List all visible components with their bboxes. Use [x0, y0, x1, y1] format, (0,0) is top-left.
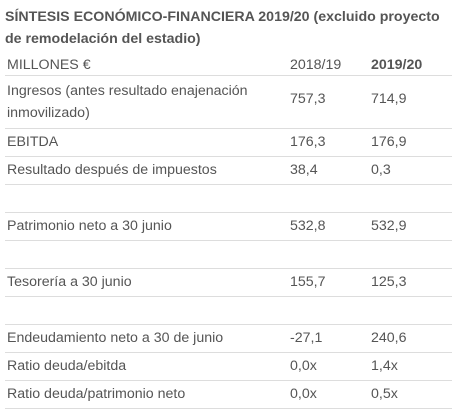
- row-value-2018-19: 176,3: [290, 134, 326, 150]
- spacer-row: [5, 241, 452, 269]
- row-value-2019-20: 125,3: [371, 274, 407, 290]
- header-year-2018-19: 2018/19: [290, 57, 342, 73]
- table-row: Ratio deuda/patrimonio neto 0,0x 0,5x: [5, 381, 452, 409]
- row-label: Ingresos (antes resultado enajenación in…: [7, 83, 248, 121]
- table-row: Ingresos (antes resultado enajenación in…: [5, 76, 452, 129]
- table-row: Patrimonio neto a 30 junio 532,8 532,9: [5, 213, 452, 241]
- row-value-2018-19: 757,3: [290, 91, 326, 107]
- row-value-2018-19: 38,4: [290, 162, 318, 178]
- row-label: Patrimonio neto a 30 junio: [7, 218, 172, 234]
- table-row: Tesorería a 30 junio 155,7 125,3: [5, 269, 452, 297]
- row-value-2019-20: 0,5x: [371, 386, 398, 402]
- row-label: Ratio deuda/ebitda: [7, 358, 127, 374]
- row-value-2019-20: 176,9: [371, 134, 407, 150]
- row-label: Resultado después de impuestos: [7, 162, 217, 178]
- table-row: Resultado después de impuestos 38,4 0,3: [5, 157, 452, 185]
- financial-table: MILLONES € 2018/19 2019/20 Ingresos (ant…: [5, 53, 452, 409]
- table-row: Endeudamiento neto a 30 de junio -27,1 2…: [5, 325, 452, 353]
- row-label: Tesorería a 30 junio: [7, 274, 132, 290]
- row-label: Endeudamiento neto a 30 de junio: [7, 330, 224, 346]
- row-value-2018-19: 532,8: [290, 218, 326, 234]
- table-title: SÍNTESIS ECONÓMICO-FINANCIERA 2019/20 (e…: [5, 9, 440, 47]
- row-value-2019-20: 714,9: [371, 91, 407, 107]
- row-value-2018-19: 0,0x: [290, 358, 317, 374]
- row-label: EBITDA: [7, 134, 59, 150]
- row-value-2018-19: 155,7: [290, 274, 326, 290]
- row-value-2019-20: 1,4x: [371, 358, 398, 374]
- table-row: EBITDA 176,3 176,9: [5, 129, 452, 157]
- row-value-2018-19: 0,0x: [290, 386, 317, 402]
- row-value-2019-20: 240,6: [371, 330, 407, 346]
- header-units: MILLONES €: [7, 57, 91, 73]
- table-row: Ratio deuda/ebitda 0,0x 1,4x: [5, 353, 452, 381]
- header-year-2019-20: 2019/20: [371, 57, 423, 73]
- spacer-row: [5, 185, 452, 213]
- row-label: Ratio deuda/patrimonio neto: [7, 386, 186, 402]
- row-value-2018-19: -27,1: [290, 330, 323, 346]
- row-value-2019-20: 532,9: [371, 218, 407, 234]
- row-value-2019-20: 0,3: [371, 162, 391, 178]
- table-header-row: MILLONES € 2018/19 2019/20: [5, 53, 452, 76]
- spacer-row: [5, 297, 452, 325]
